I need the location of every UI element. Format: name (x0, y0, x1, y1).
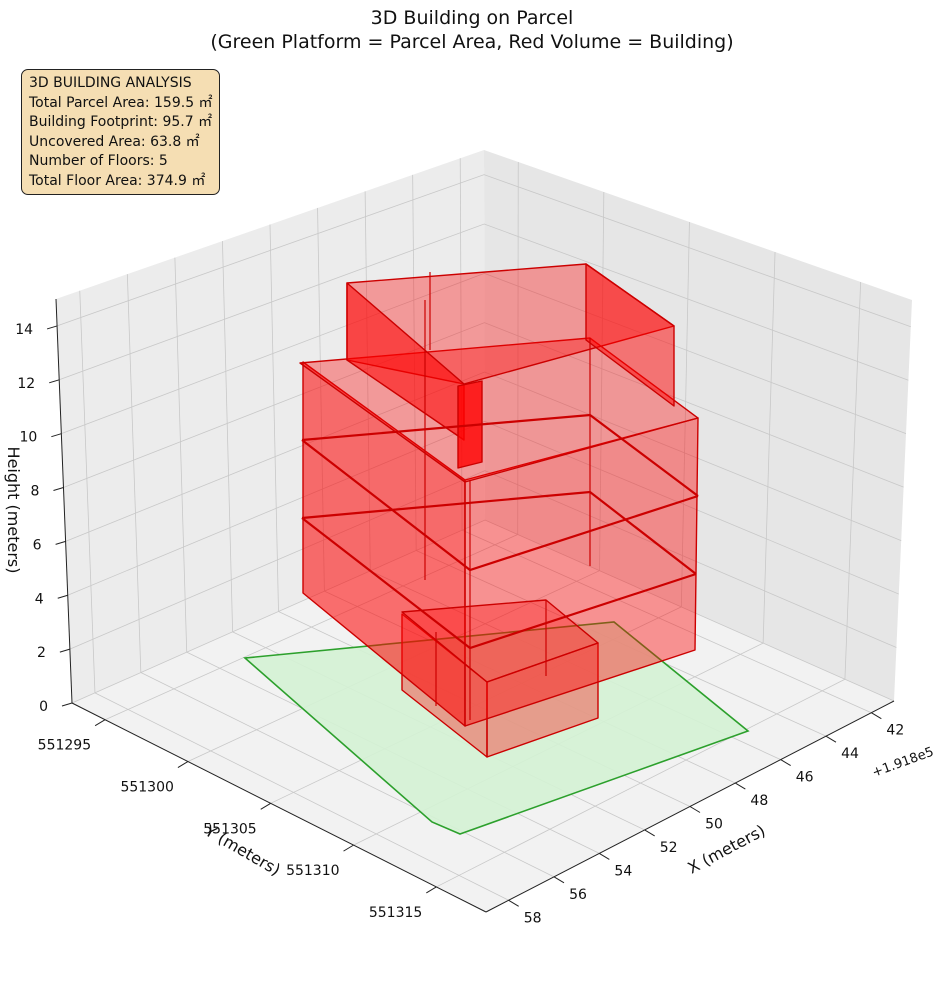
y-axis-line (71, 702, 487, 913)
tick-labels: 4244464850525456585512955513005513055513… (15, 322, 904, 926)
grid-line-x (140, 672, 555, 878)
grid-line-y-wall (680, 221, 690, 607)
z-tick (55, 540, 66, 545)
grid-line-z (59, 223, 909, 381)
z-tick (51, 433, 62, 438)
y-tick-label: 551305 (203, 821, 256, 837)
z-tick-label: 4 (35, 591, 44, 607)
stats-box: 3D BUILDING ANALYSIS Total Parcel Area: … (21, 69, 220, 195)
z-tick-label: 10 (20, 430, 38, 446)
y-tick-label: 551295 (38, 738, 91, 754)
grid-line-y-wall (517, 161, 519, 535)
chart-title: 3D Building on Parcel (370, 7, 574, 29)
stats-line-uncovered: Uncovered Area: 63.8 ㎡ (29, 133, 200, 150)
parcel-polygon (243, 621, 750, 835)
z-axis-line (55, 298, 73, 704)
x-tick-label: 50 (705, 817, 723, 833)
x-tick (780, 759, 791, 767)
z-tick (46, 325, 58, 330)
stats-line-floor-area: Total Floor Area: 374.9 ㎡ (29, 172, 206, 189)
chart-subtitle: (Green Platform = Parcel Area, Red Volum… (210, 31, 734, 53)
grid-line-x-wall (459, 158, 463, 531)
grid-line-x-wall (174, 257, 188, 653)
z-tick (59, 648, 71, 653)
z-tick (61, 702, 73, 707)
building-volume (299, 263, 699, 758)
x-tick (553, 876, 565, 884)
grid-line-y-wall (599, 191, 605, 571)
y-tick (260, 802, 271, 810)
x-tick-label: 52 (660, 840, 678, 856)
y-tick-label: 551310 (286, 863, 339, 879)
z-axis-label: Height (meters) (4, 447, 23, 574)
parcel-platform (243, 621, 750, 835)
stats-line-footprint: Building Footprint: 95.7 ㎡ (29, 114, 213, 130)
z-tick (53, 487, 64, 492)
building-face (401, 599, 599, 683)
z-tick-label: 8 (31, 484, 40, 500)
stats-heading: 3D BUILDING ANALYSIS (29, 75, 192, 91)
x-tick-label: 58 (524, 910, 542, 926)
z-tick (49, 379, 60, 384)
grid-line-x-wall (126, 274, 142, 673)
z-tick-label: 0 (39, 699, 48, 715)
x-tick (871, 712, 882, 720)
grid-line-x (94, 692, 509, 901)
x-tick (689, 806, 701, 813)
x-tick-label: 44 (841, 746, 859, 762)
y-tick (426, 886, 437, 894)
grid-line-z (71, 519, 895, 704)
y-tick (343, 844, 354, 852)
grid-line-y-wall (762, 251, 776, 644)
grid-line-y (436, 678, 846, 888)
x-tick (825, 735, 837, 743)
grid-line-z (67, 420, 899, 596)
x-tick (508, 899, 519, 907)
z-tick-label: 6 (33, 537, 42, 553)
x-tick-label: 46 (796, 770, 814, 786)
grid-line-z (69, 470, 897, 650)
y-tick (94, 719, 106, 727)
x-tick-label: 54 (614, 863, 632, 879)
x-tick (599, 852, 610, 860)
z-tick (57, 594, 68, 599)
x-axis-label: X (meters) (684, 821, 768, 878)
grid-line-x-wall (269, 224, 279, 612)
x-tick (735, 782, 746, 790)
grid-line-x-wall (79, 290, 96, 693)
grid-line-x-wall (222, 241, 234, 632)
z-tick-label: 2 (37, 645, 46, 661)
grid-line-y-wall (844, 281, 862, 680)
x-tick-label: 48 (750, 793, 768, 809)
z-tick-label: 12 (17, 376, 35, 392)
building-face (585, 263, 675, 407)
stats-line-floors: Number of Floors: 5 (29, 153, 168, 169)
y-tick (177, 761, 189, 768)
grid-line-z (61, 272, 907, 435)
y-tick-label: 551300 (120, 780, 173, 796)
grid-line-z (56, 174, 911, 328)
x-tick-label: 56 (569, 887, 587, 903)
grid-line-z (63, 322, 904, 488)
stats-line-parcel-area: Total Parcel Area: 159.5 ㎡ (29, 94, 213, 111)
x-tick-label: 42 (886, 723, 904, 739)
grid-line-x (461, 529, 872, 714)
y-tick-label: 551315 (369, 905, 422, 921)
z-tick-label: 14 (15, 322, 33, 338)
x-axis-offset-label: +1.918e5 (870, 745, 936, 781)
grid-line-z (65, 371, 902, 542)
x-tick (644, 829, 655, 837)
